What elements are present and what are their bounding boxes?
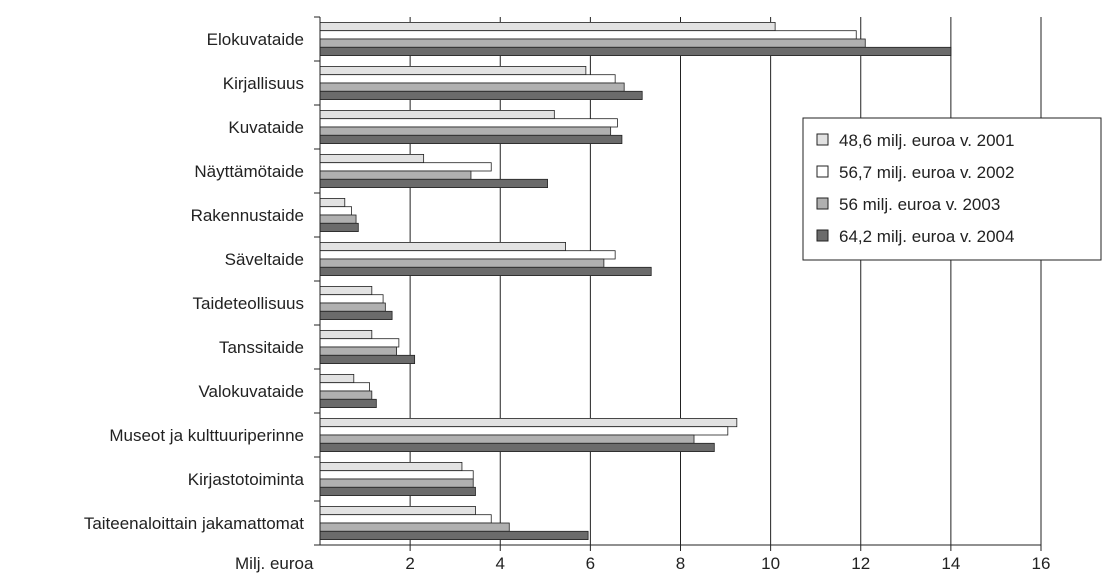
axis-layer — [314, 16, 1042, 551]
bar-4-8 — [319, 354, 416, 364]
category-label: Kirjastotoiminta — [188, 470, 305, 489]
bar-4-9 — [319, 398, 377, 408]
bar-2-7 — [319, 294, 384, 304]
legend-swatch — [816, 197, 829, 210]
bar-3-9 — [319, 390, 373, 400]
bar-4-3 — [319, 134, 623, 145]
bar-3-10 — [319, 434, 695, 444]
legend-label: 56 milj. euroa v. 2003 — [839, 195, 1000, 214]
bars-layer — [319, 21, 952, 540]
bar-3-2 — [319, 82, 625, 92]
legend-label: 64,2 milj. euroa v. 2004 — [839, 227, 1014, 246]
bar-4-6 — [319, 266, 652, 276]
bar-1-12 — [319, 505, 476, 516]
bar-3-7 — [319, 302, 386, 312]
x-tick-label: 4 — [496, 554, 505, 573]
grid-layer — [409, 17, 1042, 545]
bar-4-11 — [319, 486, 476, 496]
x-tick-label: 6 — [586, 554, 595, 573]
category-label: Elokuvataide — [207, 30, 304, 49]
x-tick-label: 14 — [941, 554, 960, 573]
legend-swatch — [816, 165, 829, 178]
bar-1-3 — [319, 110, 555, 120]
bar-2-5 — [319, 206, 352, 216]
legend-label: 48,6 milj. euroa v. 2001 — [839, 131, 1014, 150]
bar-4-5 — [319, 222, 359, 233]
bar-2-2 — [319, 74, 616, 84]
legend-swatch — [816, 133, 829, 146]
category-label: Rakennustaide — [191, 206, 304, 225]
category-label: Taiteenaloittain jakamattomat — [84, 514, 304, 533]
x-tick-label: 8 — [676, 554, 685, 573]
bar-3-8 — [319, 346, 398, 356]
legend-swatch — [816, 229, 829, 242]
bar-2-1 — [319, 30, 857, 40]
bar-4-12 — [319, 530, 589, 540]
legend: 48,6 milj. euroa v. 2001 56,7 milj. euroa… — [802, 117, 1102, 261]
bar-1-11 — [319, 461, 463, 472]
bar-2-10 — [319, 426, 729, 436]
category-label: Valokuvataide — [198, 382, 304, 401]
category-label: Taideteollisuus — [192, 294, 304, 313]
bar-3-5 — [319, 214, 357, 224]
bar-3-12 — [319, 522, 510, 532]
bar-1-10 — [319, 417, 738, 428]
bar-1-1 — [319, 21, 776, 32]
category-label: Museot ja kulttuuriperinne — [109, 426, 304, 445]
bar-4-1 — [319, 46, 952, 56]
bar-3-11 — [319, 478, 474, 488]
category-label: Kuvataide — [228, 118, 304, 137]
bar-4-4 — [319, 178, 548, 189]
x-tick-label: 10 — [761, 554, 780, 573]
bar-1-7 — [319, 285, 373, 296]
bar-1-8 — [319, 329, 373, 340]
bar-1-4 — [319, 153, 425, 164]
category-label: Kirjallisuus — [223, 74, 304, 93]
bar-2-8 — [319, 338, 400, 348]
legend-label: 56,7 milj. euroa v. 2002 — [839, 163, 1014, 182]
bar-4-2 — [319, 90, 643, 101]
bar-3-4 — [319, 170, 472, 180]
bar-3-1 — [319, 38, 866, 48]
bar-2-9 — [319, 382, 370, 392]
bar-1-9 — [319, 373, 355, 384]
bar-1-2 — [319, 66, 587, 76]
bar-2-4 — [319, 162, 492, 172]
category-label: Tanssitaide — [219, 338, 304, 357]
labels-layer: 2 4 6 8 10 12 14 16 Elokuvataide Kirjallisuus Kuva… — [84, 30, 1051, 573]
bar-2-11 — [319, 470, 474, 480]
x-tick-label: 16 — [1032, 554, 1051, 573]
bar-4-10 — [319, 442, 715, 452]
bar-1-5 — [319, 197, 346, 208]
bar-3-3 — [319, 126, 612, 136]
bar-2-6 — [319, 250, 616, 260]
x-tick-label: 2 — [405, 554, 414, 573]
category-label: Säveltaide — [225, 250, 304, 269]
bar-3-6 — [319, 258, 605, 268]
legend-box — [802, 117, 1102, 261]
bar-2-3 — [319, 118, 618, 128]
x-tick-label: 12 — [851, 554, 870, 573]
category-label: Näyttämötaide — [194, 162, 304, 181]
bar-2-12 — [319, 514, 492, 524]
x-axis-label: Milj. euroa — [235, 554, 314, 573]
bar-1-6 — [319, 241, 566, 252]
bar-4-7 — [319, 310, 393, 320]
